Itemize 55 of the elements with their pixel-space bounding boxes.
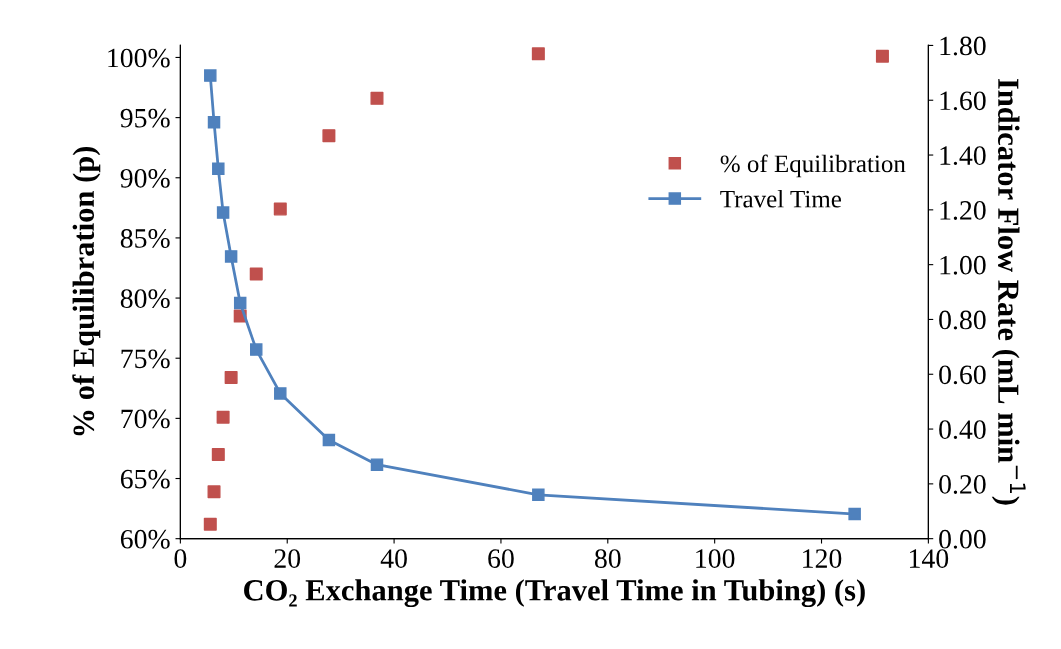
point: [274, 387, 287, 400]
y-tick-label: 65%: [120, 469, 170, 489]
y2-tick-label: 0.60: [939, 365, 986, 385]
point: [532, 488, 545, 502]
point: [322, 129, 336, 143]
y-tick-label: 75%: [121, 349, 170, 369]
y2-tick-label: 1.60: [940, 91, 986, 111]
point: [875, 49, 889, 63]
point: [203, 517, 217, 531]
y-tick-label: 90%: [120, 168, 170, 188]
x-tick-label: 60: [488, 549, 514, 568]
point: [370, 458, 384, 471]
point: [216, 206, 230, 219]
point: [204, 69, 217, 82]
y2-tick-label: 1.80: [940, 36, 986, 56]
point: [249, 343, 263, 356]
y-tick-label: 95%: [120, 108, 170, 128]
y2-tick-label: 1.40: [940, 146, 986, 166]
x-tick-label: 120: [803, 549, 842, 568]
y2-axis-title: Indicator Flow Rate (mL min$^{−1}$): [991, 78, 1026, 505]
y2-tick-label: 0.20: [939, 475, 986, 494]
x-tick-label: 20: [274, 549, 301, 568]
y2-tick-label: 0.40: [939, 420, 986, 440]
x-axis-title: CO₂ Exchange Time (Travel Time in Tubing) (s): [244, 579, 865, 608]
x-tick-label: 0: [174, 549, 187, 568]
point: [249, 267, 263, 281]
x-tick-label: 100: [696, 549, 735, 568]
x-tick-label: 140: [909, 549, 949, 568]
point: [531, 47, 545, 61]
y-axis-title: % of Equilibration (p): [72, 146, 101, 436]
y-tick-label: 100%: [108, 48, 170, 68]
y2-tick-label: 0.80: [939, 310, 986, 330]
x-tick-label: 40: [380, 549, 407, 568]
legend-label: Travel Time: [720, 189, 841, 208]
point: [207, 115, 221, 129]
point: [207, 485, 221, 499]
point: [211, 447, 225, 461]
y2-tick-label: 1.00: [940, 255, 986, 275]
y2-tick-label: 0.00: [939, 529, 986, 549]
point: [848, 507, 861, 521]
x-tick-label: 80: [594, 549, 621, 568]
point: [212, 162, 225, 175]
point: [224, 250, 238, 263]
y-tick-label: 60%: [120, 529, 170, 549]
point: [233, 296, 247, 310]
y-tick-label: 80%: [120, 289, 170, 309]
y2-tick-label: 1.20: [940, 201, 986, 220]
point: [224, 370, 238, 384]
point: [322, 433, 336, 447]
point: [216, 410, 230, 424]
point: [273, 202, 287, 216]
y-tick-label: 85%: [120, 229, 170, 248]
point: [370, 91, 384, 105]
legend-label: % of Equilibration: [720, 154, 906, 178]
y-tick-label: 70%: [121, 409, 170, 429]
